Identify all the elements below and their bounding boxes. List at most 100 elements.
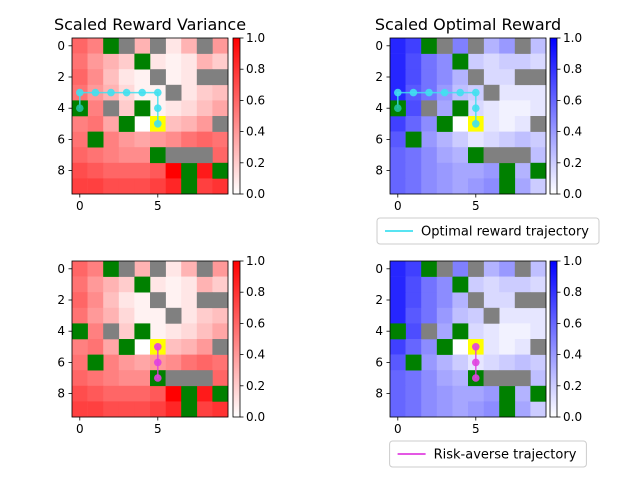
heat-cell	[452, 69, 469, 86]
trajectory-point	[154, 88, 162, 97]
green-cell	[436, 116, 453, 132]
heat-cell	[452, 147, 469, 164]
heat-cell	[103, 339, 120, 355]
heat-cell	[134, 131, 151, 148]
heat-cell	[165, 38, 182, 54]
heat-cell	[499, 69, 516, 86]
heat-cell	[212, 276, 229, 293]
heat-cell	[514, 84, 531, 101]
green-cell	[87, 131, 104, 148]
trajectory-point	[154, 120, 162, 128]
heat-cell	[165, 178, 182, 195]
heat-cell	[530, 261, 547, 277]
heat-cell	[390, 162, 406, 179]
heat-cell	[530, 53, 547, 70]
green-cell	[499, 178, 516, 195]
heat-cell	[134, 162, 151, 179]
heat-cell	[212, 131, 229, 148]
trajectory-point	[154, 374, 162, 382]
x-tick-label: 5	[472, 199, 480, 213]
heat-cell	[103, 292, 120, 309]
gray-cell	[118, 38, 135, 54]
heat-cell	[499, 276, 516, 293]
green-cell	[134, 100, 151, 117]
heat-cell	[421, 147, 438, 164]
heat-cell	[118, 178, 135, 195]
heat-cell	[87, 261, 104, 277]
heat-cell	[181, 69, 198, 86]
colorbar-tick-label: 1.0	[563, 254, 582, 268]
heat-cell	[421, 69, 438, 86]
gray-cell	[165, 147, 182, 164]
x-tick-label: 0	[76, 199, 84, 213]
heat-cell	[103, 162, 120, 179]
heat-cell	[405, 339, 422, 355]
x-tick-label: 0	[394, 199, 402, 213]
y-tick-label: 0	[375, 262, 383, 276]
y-tick-label: 8	[57, 164, 65, 178]
gray-cell	[150, 292, 166, 309]
trajectory-point	[76, 88, 84, 97]
gray-cell	[212, 339, 229, 355]
heat-cell	[72, 385, 88, 402]
heat-cell	[436, 147, 453, 164]
y-tick-label: 8	[375, 387, 383, 401]
colorbar-tick-label: 0.4	[246, 348, 265, 362]
trajectory-point	[394, 104, 402, 112]
colorbar-tick-label: 0.6	[246, 316, 265, 330]
heat-cell	[196, 84, 213, 101]
heat-cell	[181, 53, 198, 70]
heat-cell	[118, 307, 135, 324]
heat-cell	[405, 323, 422, 340]
heat-cell	[87, 370, 104, 387]
heat-cell	[87, 38, 104, 54]
heat-cell	[421, 178, 438, 195]
heat-cell	[150, 53, 166, 70]
heat-cell	[405, 276, 422, 293]
heat-cell	[134, 69, 151, 86]
heat-cell	[181, 307, 198, 324]
trajectory-point	[440, 88, 449, 97]
gray-cell	[499, 370, 516, 387]
heat-cell	[165, 69, 182, 86]
heat-cell	[514, 276, 531, 293]
heat-cell	[72, 147, 88, 164]
gray-cell	[421, 323, 438, 340]
gray-cell	[468, 69, 484, 86]
gray-cell	[103, 100, 120, 117]
heat-cell	[390, 116, 406, 132]
heat-cell	[483, 116, 500, 132]
y-tick-label: 4	[375, 324, 383, 338]
heat-cell	[514, 385, 531, 402]
heat-cell	[196, 178, 213, 195]
heat-cell	[483, 276, 500, 293]
heat-cell	[436, 178, 453, 195]
y-tick-label: 2	[375, 70, 383, 84]
heat-cell	[103, 401, 120, 418]
heat-cell	[134, 370, 151, 387]
gray-cell	[436, 38, 453, 54]
heat-cell	[483, 292, 500, 309]
heat-cell	[87, 401, 104, 418]
gray-cell	[499, 147, 516, 164]
green-cell	[181, 385, 198, 402]
heat-cell	[390, 178, 406, 195]
green-cell	[390, 323, 406, 340]
axes-frame	[389, 260, 547, 418]
heat-cell	[436, 292, 453, 309]
colorbar-tick-label: 0.0	[563, 187, 582, 201]
heat-cell	[468, 53, 484, 70]
heat-cell	[72, 261, 88, 277]
legend: Risk-averse trajectory	[389, 440, 587, 468]
heat-cell	[483, 385, 500, 402]
heat-cell	[118, 370, 135, 387]
colorbar-tick-label: 0.6	[563, 316, 582, 330]
heat-cell	[150, 307, 166, 324]
heat-cell	[468, 276, 484, 293]
heat-cell	[405, 38, 422, 54]
heat-cell	[165, 323, 182, 340]
gray-cell	[150, 69, 166, 86]
heat-cell	[468, 323, 484, 340]
legend-label: Optimal reward trajectory	[421, 225, 589, 240]
gray-cell	[483, 84, 500, 101]
